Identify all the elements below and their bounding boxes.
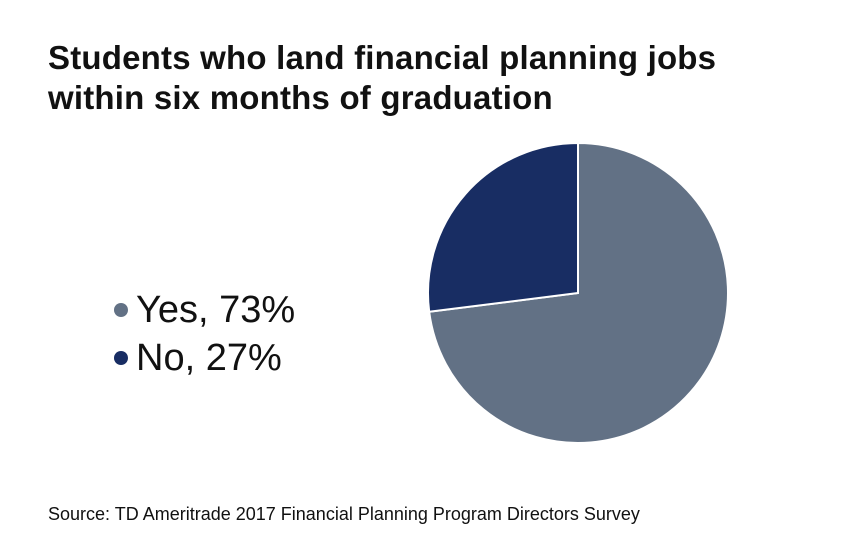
- legend-item-yes: Yes, 73%: [114, 286, 295, 334]
- pie-slice-no: [427, 141, 579, 313]
- pie-chart-container: [425, 140, 731, 446]
- chart-title: Students who land financial planning job…: [48, 38, 808, 118]
- legend-label-no: No, 27%: [136, 337, 282, 379]
- source-note: Source: TD Ameritrade 2017 Financial Pla…: [48, 504, 640, 524]
- pie-chart: [427, 141, 729, 444]
- legend-dot-yes: [114, 303, 128, 317]
- legend-dot-no: [114, 351, 128, 365]
- legend: Yes, 73% No, 27%: [114, 286, 295, 382]
- legend-item-no: No, 27%: [114, 334, 295, 382]
- chart-title-line-1: Students who land financial planning job…: [48, 39, 717, 76]
- legend-label-yes: Yes, 73%: [136, 289, 296, 331]
- chart-title-line-2: within six months of graduation: [48, 79, 553, 116]
